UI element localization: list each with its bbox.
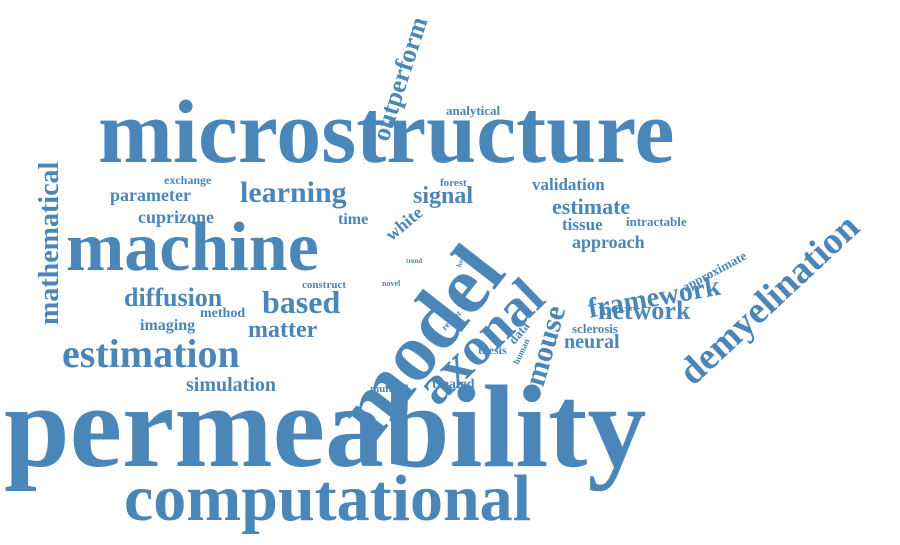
word-learning: learning bbox=[240, 176, 347, 209]
word-trend: trend bbox=[406, 257, 423, 265]
word-exchange: exchange bbox=[164, 173, 212, 187]
word-analytical: analytical bbox=[446, 103, 501, 118]
word-matter: matter bbox=[248, 317, 318, 343]
word-method: method bbox=[200, 306, 246, 321]
word-novel: novel bbox=[382, 279, 401, 288]
word-neural: neural bbox=[564, 331, 620, 353]
word-based: based bbox=[262, 284, 341, 320]
word-tissue: tissue bbox=[562, 215, 603, 234]
word-parameter: parameter bbox=[110, 185, 191, 205]
word-diffusion: diffusion bbox=[124, 283, 223, 312]
word-multiple: multiple bbox=[370, 383, 410, 395]
word-simulation: simulation bbox=[186, 374, 277, 396]
word-network: network bbox=[598, 296, 691, 325]
word-forest: forest bbox=[440, 177, 467, 189]
word-sclerosis: sclerosis bbox=[572, 321, 618, 336]
word-machine: machine bbox=[66, 209, 319, 286]
word-time: time bbox=[338, 211, 369, 228]
word-microstructure: microstructure bbox=[98, 83, 675, 182]
word-imaging: imaging bbox=[140, 317, 196, 334]
word-computational: computational bbox=[124, 462, 532, 535]
word-estimate: estimate bbox=[552, 194, 631, 219]
word-construct: construct bbox=[302, 279, 346, 291]
word-validation: validation bbox=[532, 175, 605, 194]
word-mathematical: mathematical bbox=[34, 161, 65, 325]
word-permeability: permeability bbox=[4, 361, 647, 492]
word-cuprizone: cuprizone bbox=[138, 207, 214, 227]
word-white: white bbox=[381, 202, 427, 245]
word-approach: approach bbox=[572, 232, 645, 252]
word-intractable: intractable bbox=[626, 214, 687, 229]
word-treated: treated bbox=[432, 377, 475, 392]
word-thesis: thesis bbox=[478, 343, 507, 357]
word-signal: signal bbox=[413, 183, 474, 209]
word-estimation: estimation bbox=[62, 331, 240, 376]
